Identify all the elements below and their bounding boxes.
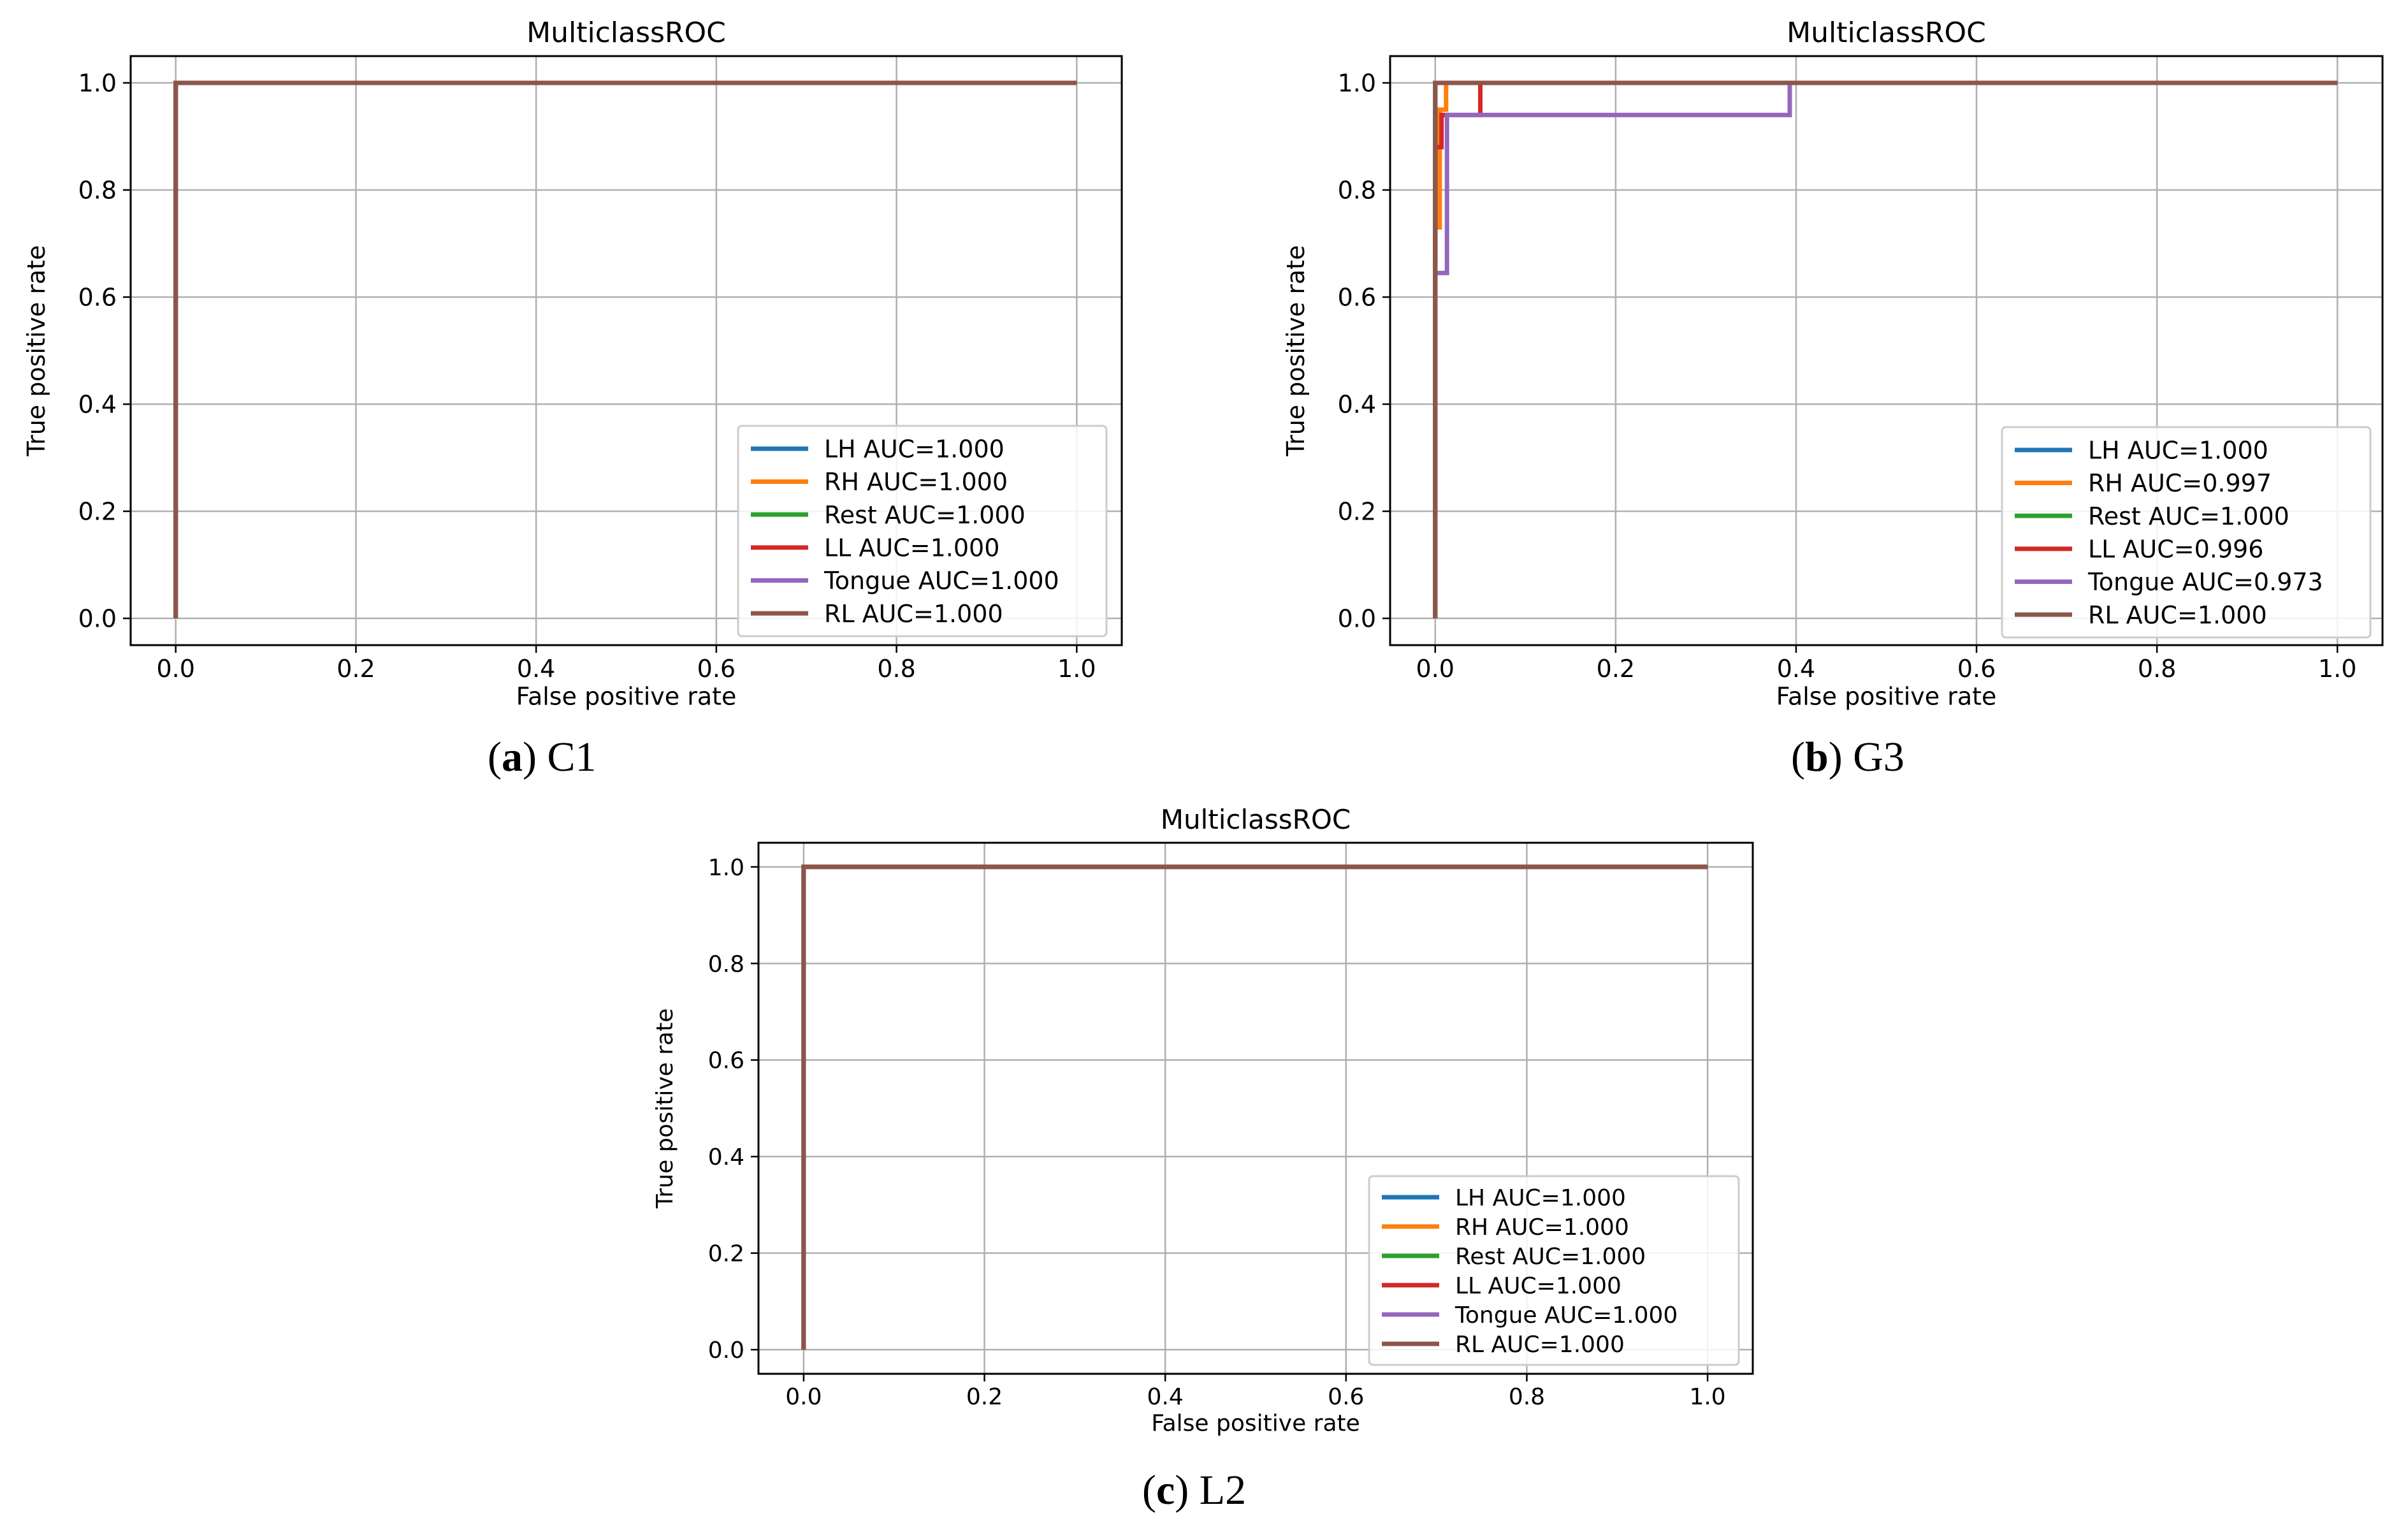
x-axis-label: False positive rate — [1151, 1410, 1360, 1436]
legend-label: RL AUC=1.000 — [1455, 1332, 1625, 1358]
x-tick-label: 0.4 — [1147, 1384, 1184, 1410]
x-tick-label: 0.4 — [1777, 655, 1815, 683]
legend-label: RH AUC=1.000 — [824, 468, 1008, 496]
y-tick-label: 1.0 — [1338, 69, 1376, 98]
y-axis-label: True positive rate — [1282, 245, 1310, 456]
caption-a: (a) C1 — [488, 734, 597, 780]
y-tick-label: 0.8 — [78, 177, 117, 205]
legend-label: LH AUC=1.000 — [824, 435, 1005, 463]
legend-label: LL AUC=1.000 — [1455, 1273, 1621, 1299]
y-tick-label: 1.0 — [78, 69, 117, 98]
x-tick-label: 0.0 — [156, 655, 194, 683]
legend-label: Rest AUC=1.000 — [2088, 502, 2289, 530]
x-axis-label: False positive rate — [516, 683, 737, 711]
x-tick-label: 0.2 — [1597, 655, 1635, 683]
y-tick-label: 0.0 — [1338, 605, 1376, 633]
x-tick-label: 1.0 — [2318, 655, 2356, 683]
x-tick-label: 0.6 — [1328, 1384, 1364, 1410]
legend-label: RL AUC=1.000 — [824, 600, 1003, 628]
x-tick-label: 0.2 — [966, 1384, 1003, 1410]
plot-frame — [757, 841, 1754, 1375]
legend: LH AUC=1.000 RH AUC=1.000 Rest AUC=1.000 LL… — [737, 425, 1108, 637]
roc-series-line — [173, 80, 1077, 618]
y-tick-label: 0.0 — [708, 1337, 744, 1364]
x-tick-label: 0.0 — [1416, 655, 1454, 683]
y-tick-label: 0.4 — [78, 391, 117, 419]
y-tick-label: 0.6 — [708, 1048, 744, 1074]
x-tick-label: 0.4 — [517, 655, 555, 683]
legend-label: Tongue AUC=0.973 — [2087, 568, 2323, 596]
y-tick-label: 0.6 — [78, 284, 117, 312]
x-tick-label: 1.0 — [1689, 1384, 1725, 1410]
legend-label: RL AUC=1.000 — [2088, 601, 2267, 629]
x-tick-label: 0.8 — [2138, 655, 2176, 683]
y-axis-label: True positive rate — [652, 1009, 678, 1209]
roc-series-line — [801, 864, 1708, 1350]
roc-series-line — [1433, 80, 2338, 618]
roc-chart-c: 0.0 0.2 0.4 0.6 0.8 1.0 0.0 0.2 0.4 0.6 0.8 1.0 Mult… — [652, 804, 1754, 1436]
y-tick-label: 0.8 — [1338, 177, 1376, 205]
legend-box — [1368, 1175, 1740, 1366]
legend-label: LH AUC=1.000 — [2088, 437, 2268, 465]
roc-panel-a: 0.0 0.2 0.4 0.6 0.8 1.0 0.0 0.2 0.4 0.6 0.8 1.0 Mult… — [0, 0, 1204, 790]
y-tick-label: 1.0 — [708, 855, 744, 881]
legend-label: Rest AUC=1.000 — [1455, 1244, 1646, 1270]
legend: LH AUC=1.000 RH AUC=0.997 Rest AUC=1.000 LL… — [2001, 426, 2372, 639]
x-tick-label: 0.0 — [785, 1384, 822, 1410]
x-tick-label: 0.6 — [697, 655, 736, 683]
y-tick-label: 0.2 — [708, 1241, 744, 1267]
legend-label: LH AUC=1.000 — [1455, 1185, 1626, 1211]
chart-title: MulticlassROC — [526, 17, 726, 49]
x-tick-label: 0.8 — [1509, 1384, 1545, 1410]
legend-label: Tongue AUC=1.000 — [1454, 1302, 1678, 1329]
legend-label: Rest AUC=1.000 — [824, 501, 1026, 529]
legend-label: Tongue AUC=1.000 — [823, 567, 1059, 595]
plot-frame — [129, 55, 1123, 646]
x-axis-label: False positive rate — [1776, 683, 1997, 711]
legend-box — [2001, 426, 2372, 639]
roc-panel-c: 0.0 0.2 0.4 0.6 0.8 1.0 0.0 0.2 0.4 0.6 0.8 1.0 Mult… — [625, 790, 1785, 1537]
roc-panel-b: 0.0 0.2 0.4 0.6 0.8 1.0 0.0 0.2 0.4 0.6 0.8 1.0 Mult… — [1259, 0, 2408, 790]
legend-label: LL AUC=0.996 — [2088, 535, 2263, 564]
caption-b: (b) G3 — [1791, 734, 1904, 780]
x-tick-label: 0.8 — [877, 655, 915, 683]
legend-label: RH AUC=1.000 — [1455, 1214, 1629, 1241]
chart-title: MulticlassROC — [1787, 17, 1986, 49]
legend-label: RH AUC=0.997 — [2088, 469, 2272, 497]
y-tick-label: 0.8 — [708, 951, 744, 977]
chart-title: MulticlassROC — [1161, 804, 1351, 835]
y-tick-label: 0.0 — [78, 605, 117, 633]
y-tick-label: 0.6 — [1338, 284, 1376, 312]
plot-frame — [1389, 55, 2384, 646]
roc-chart-b: 0.0 0.2 0.4 0.6 0.8 1.0 0.0 0.2 0.4 0.6 0.8 1.0 Mult… — [1282, 17, 2384, 711]
y-tick-label: 0.2 — [1338, 498, 1376, 526]
y-axis-label: True positive rate — [22, 245, 50, 456]
x-tick-label: 0.2 — [337, 655, 375, 683]
legend-label: LL AUC=1.000 — [824, 534, 999, 562]
y-tick-label: 0.4 — [708, 1144, 744, 1170]
legend: LH AUC=1.000 RH AUC=1.000 Rest AUC=1.000 LL… — [1368, 1175, 1740, 1366]
roc-chart-a: 0.0 0.2 0.4 0.6 0.8 1.0 0.0 0.2 0.4 0.6 0.8 1.0 Mult… — [22, 17, 1123, 711]
x-tick-label: 1.0 — [1057, 655, 1096, 683]
x-tick-label: 0.6 — [1957, 655, 1996, 683]
caption-c: (c) L2 — [1142, 1467, 1247, 1513]
legend-box — [737, 425, 1108, 637]
y-tick-label: 0.2 — [78, 498, 117, 526]
y-tick-label: 0.4 — [1338, 391, 1376, 419]
